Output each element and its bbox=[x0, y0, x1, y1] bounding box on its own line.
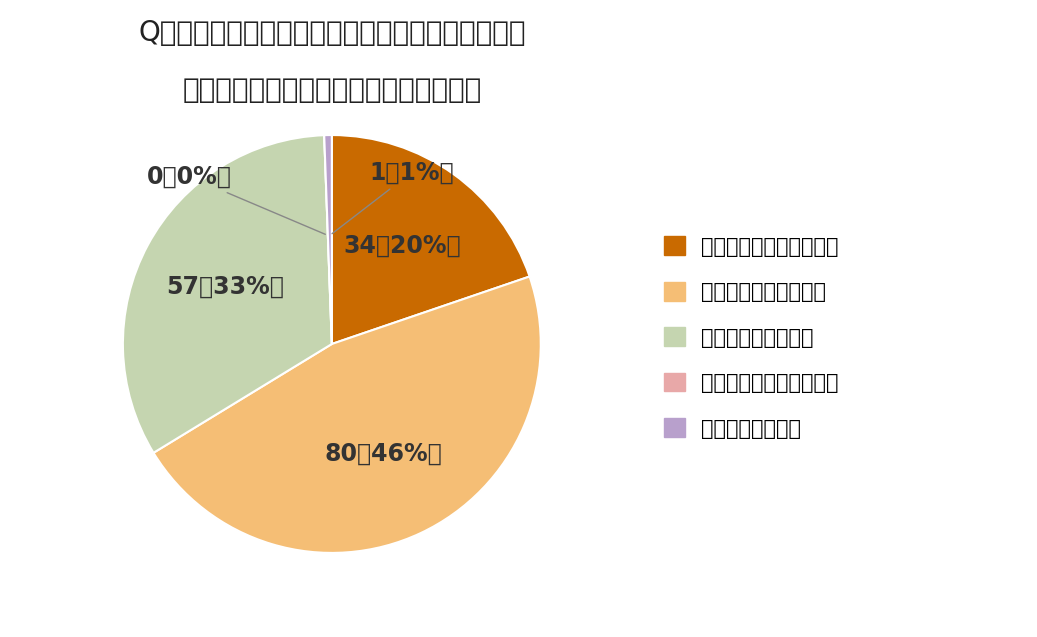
Text: 0（0%）: 0（0%） bbox=[147, 165, 326, 234]
Text: 食育を取り入れてみたいと思いますか。: 食育を取り入れてみたいと思いますか。 bbox=[183, 76, 481, 104]
Wedge shape bbox=[325, 135, 332, 344]
Text: 34（20%）: 34（20%） bbox=[343, 233, 461, 257]
Text: 57（33%）: 57（33%） bbox=[166, 275, 284, 299]
Wedge shape bbox=[332, 135, 530, 344]
Text: 1（1%）: 1（1%） bbox=[332, 161, 453, 234]
Text: 80（46%）: 80（46%） bbox=[325, 441, 442, 466]
Legend: すごく取り入れてみたい, やや取り入れてみたい, どちらともいえない, あまり取り入れたくない, 取り入れたくない: すごく取り入れてみたい, やや取り入れてみたい, どちらともいえない, あまり取… bbox=[664, 236, 839, 439]
Wedge shape bbox=[325, 135, 332, 344]
Wedge shape bbox=[153, 276, 540, 553]
Wedge shape bbox=[123, 135, 332, 453]
Text: Q．企業や給食事業者など、学校関係者以外からの: Q．企業や給食事業者など、学校関係者以外からの bbox=[138, 19, 526, 47]
